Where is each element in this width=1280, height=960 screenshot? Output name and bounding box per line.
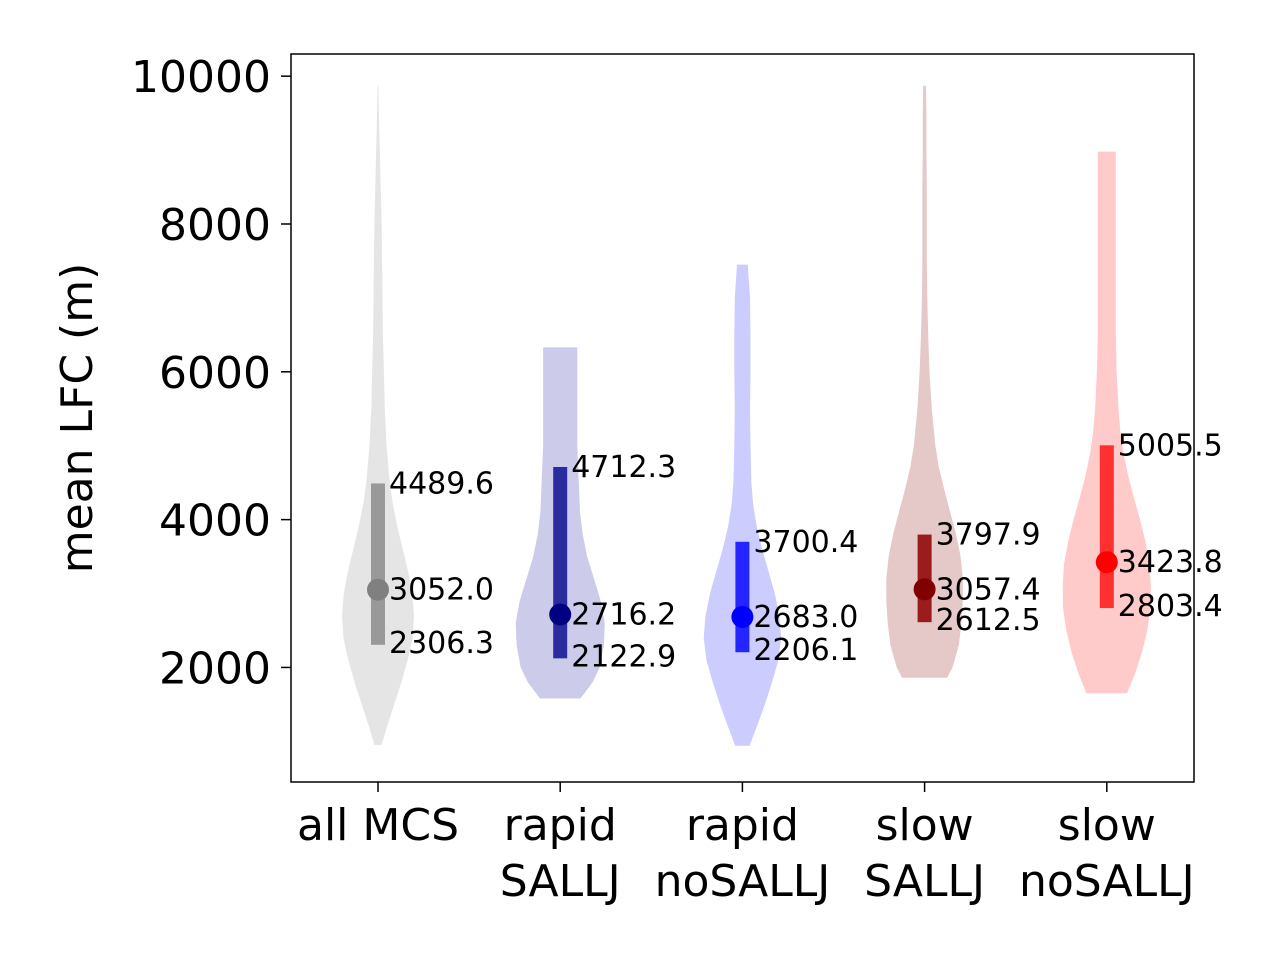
median-marker (1095, 551, 1118, 574)
iqr-bar (553, 466, 568, 659)
q1-label: 2306.3 (389, 626, 494, 661)
median-marker (731, 605, 754, 628)
x-tick-label: SALLJ (864, 856, 985, 907)
q1-label: 2206.1 (753, 633, 858, 668)
y-tick-label: 8000 (159, 200, 271, 251)
x-tick-label: slow (1058, 800, 1156, 851)
y-tick-label: 2000 (159, 643, 271, 694)
x-tick-label: slow (876, 800, 974, 851)
q3-label: 4489.6 (389, 466, 494, 501)
q1-label: 2612.5 (936, 603, 1041, 638)
y-tick-label: 10000 (131, 52, 271, 103)
stat-layer: 4489.6 3052.0 2306.3 4712.3 2716.2 2122.9 3700… (367, 428, 1223, 674)
iqr-bar (735, 541, 750, 653)
q3-label: 3797.9 (936, 518, 1041, 553)
median-label: 3057.4 (936, 572, 1041, 607)
q3-label: 5005.5 (1118, 428, 1223, 463)
violin-body (1062, 151, 1151, 694)
median-label: 2683.0 (753, 600, 858, 635)
median-marker (913, 578, 936, 601)
median-marker (549, 603, 572, 626)
median-label: 2716.2 (571, 598, 676, 633)
x-tick-label: noSALLJ (655, 856, 831, 907)
violin-body (342, 85, 414, 746)
y-axis-title: mean LFC (m) (52, 263, 103, 574)
y-tick-label: 6000 (159, 348, 271, 399)
x-tick-label: SALLJ (500, 856, 621, 907)
violin-body (886, 85, 963, 678)
x-tick-label: rapid (686, 800, 799, 851)
x-axis: all MCS rapidSALLJrapidnoSALLJslowSALLJsl… (297, 782, 1195, 907)
median-marker (367, 578, 389, 601)
x-tick-label: all MCS (297, 800, 459, 851)
iqr-bar (1099, 445, 1114, 609)
median-label: 3052.0 (389, 573, 494, 608)
x-tick-label: noSALLJ (1019, 856, 1195, 907)
median-label: 3423.8 (1118, 545, 1223, 580)
iqr-bar (371, 483, 385, 645)
y-tick-label: 4000 (159, 496, 271, 547)
q3-label: 4712.3 (571, 450, 676, 485)
q1-label: 2122.9 (571, 639, 676, 674)
violin-body (703, 264, 782, 746)
y-axis: 2000 4000 6000 8000 10000 (131, 52, 291, 694)
q3-label: 3700.4 (753, 525, 858, 560)
x-tick-label: rapid (504, 800, 617, 851)
q1-label: 2803.4 (1118, 589, 1223, 624)
